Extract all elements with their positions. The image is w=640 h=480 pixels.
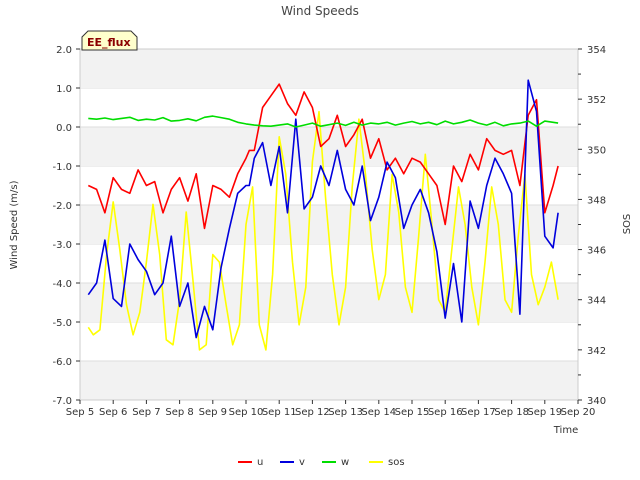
x-tick-label: Sep 17: [461, 407, 496, 418]
y2-tick-label: 350: [587, 145, 606, 156]
legend: u v w sos: [238, 457, 405, 468]
x-tick-label: Sep 15: [395, 407, 430, 418]
y-tick-label: -7.0: [52, 396, 72, 407]
y-tick-label: -5.0: [52, 318, 72, 329]
x-tick-label: Sep 10: [229, 407, 264, 418]
y-tick-label: -2.0: [52, 201, 72, 212]
y-tick-label: 0.0: [56, 123, 72, 134]
y2-tick-label: 348: [587, 195, 606, 206]
y-axis-ticks: -7.0 -6.0 -5.0 -4.0 -3.0 -2.0 -1.0 0.0 1.0 2.0: [52, 45, 80, 407]
x-tick-label: Sep 7: [132, 407, 160, 418]
badge-shape: [81, 30, 138, 51]
y-tick-label: -1.0: [52, 162, 72, 173]
y2-tick-label: 346: [587, 246, 606, 257]
x-tick-label: Sep 5: [66, 407, 94, 418]
y-tick-label: -3.0: [52, 240, 72, 251]
x-tick-label: Sep 9: [199, 407, 227, 418]
legend-label-sos: sos: [388, 457, 405, 468]
y-tick-label: -6.0: [52, 357, 72, 368]
legend-label-w: w: [341, 457, 349, 468]
y2-tick-label: 340: [587, 396, 606, 407]
x-tick-label: Sep 11: [262, 407, 297, 418]
series-line-u: [87, 83, 559, 230]
legend-label-v: v: [299, 457, 305, 468]
x-tick-label: Sep 14: [361, 407, 396, 418]
y2-tick-label: 342: [587, 346, 606, 357]
x-tick-label: Sep 12: [295, 407, 330, 418]
series-line-w: [88, 115, 559, 128]
series-lines: [87, 79, 559, 351]
x-tick-label: Sep 18: [494, 407, 529, 418]
grid-band: [80, 127, 578, 166]
y2-tick-label: 344: [587, 296, 606, 307]
grid-band: [80, 361, 578, 400]
legend-label-u: u: [257, 457, 263, 468]
ee-flux-badge: EE_flux: [81, 30, 138, 51]
y-tick-label: 2.0: [56, 45, 72, 56]
y-axis-label: Wind Speed (m/s): [9, 180, 20, 269]
series-line-sos: [87, 110, 559, 351]
x-tick-label: Sep 13: [328, 407, 363, 418]
x-tick-label: Sep 19: [527, 407, 562, 418]
grid-band: [80, 49, 578, 88]
y2-axis-ticks: 340 342 344 346 348 350 352 354: [578, 45, 606, 407]
x-tick-label: Sep 20: [561, 407, 596, 418]
y2-axis-label: SOS: [622, 214, 633, 235]
x-tick-label: Sep 16: [428, 407, 463, 418]
x-tick-label: Sep 8: [165, 407, 193, 418]
y-tick-label: 1.0: [56, 84, 72, 95]
y2-tick-label: 352: [587, 95, 606, 106]
x-tick-label: Sep 6: [99, 407, 127, 418]
y-tick-label: -4.0: [52, 279, 72, 290]
y2-tick-label: 354: [587, 45, 606, 56]
x-axis-label: Time: [553, 425, 578, 436]
chart-title: Wind Speeds: [281, 4, 359, 18]
badge-label: EE_flux: [87, 36, 131, 49]
series-line-v: [87, 79, 559, 339]
